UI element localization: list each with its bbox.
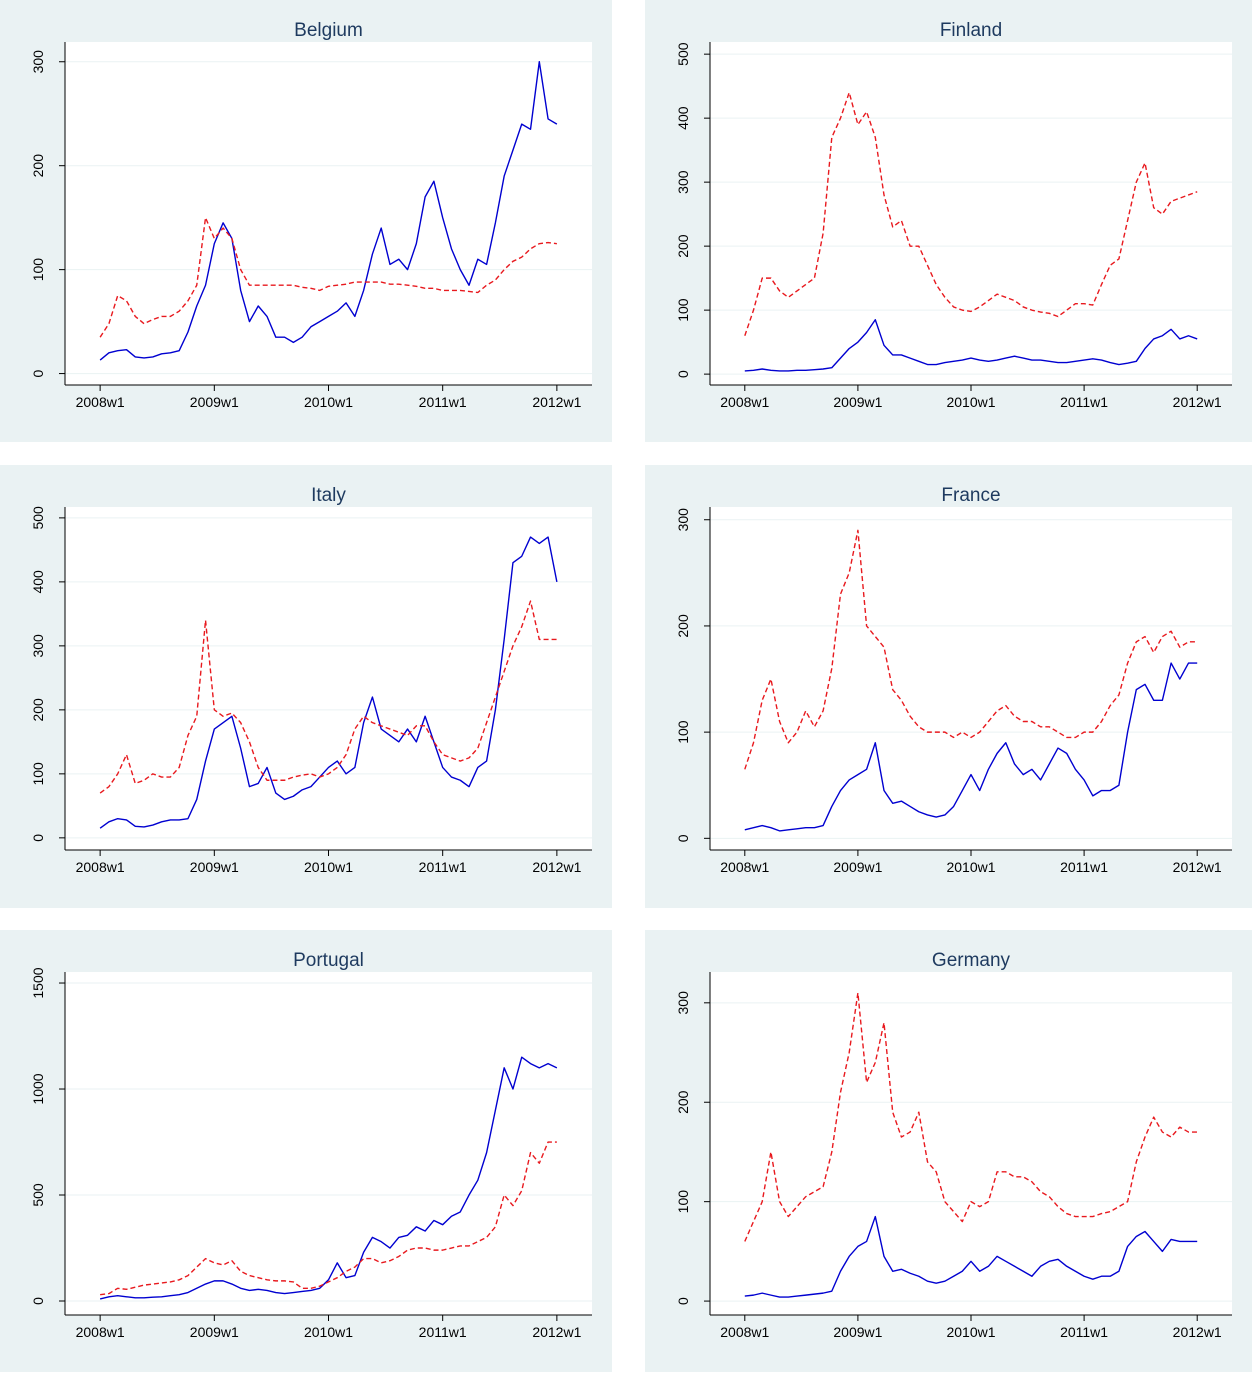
series-line: [744, 1215, 1198, 1298]
y-tick-label: 1500: [30, 967, 46, 998]
series-line: [99, 1056, 558, 1300]
x-tick-label: 2012w1: [532, 394, 581, 410]
series-line: [99, 61, 558, 361]
panel: Italy 0 100 200 300 400 500 2008w1 2009w1 2010w1 2…: [0, 465, 612, 908]
y-tick-label: 200: [675, 1090, 691, 1114]
x-tick-label: 2011w1: [419, 859, 467, 875]
x-tick-label: 2008w1: [720, 859, 769, 875]
x-tick-label: 2008w1: [76, 394, 125, 410]
x-tick-label: 2012w1: [1173, 1324, 1222, 1340]
series-line: [99, 600, 557, 794]
x-tick-label: 2009w1: [190, 1324, 239, 1340]
plot-background: [710, 972, 1232, 1315]
y-tick-label: 100: [30, 258, 46, 282]
x-tick-label: 2008w1: [720, 1324, 769, 1340]
y-tick-label: 0: [675, 834, 691, 842]
x-tick-label: 2012w1: [532, 1324, 581, 1340]
plot-background: [710, 42, 1232, 385]
x-tick-label: 2008w1: [76, 859, 125, 875]
x-tick-label: 2012w1: [1173, 394, 1222, 410]
y-tick-label: 0: [30, 369, 46, 377]
series-line: [100, 1141, 557, 1296]
y-tick-label: 0: [675, 370, 691, 378]
chart-title: France: [941, 485, 1000, 506]
chart-title: Portugal: [293, 950, 364, 971]
x-tick-label: 2009w1: [833, 859, 882, 875]
x-tick-label: 2010w1: [304, 394, 353, 410]
y-tick-label: 0: [30, 834, 46, 842]
panel: Portugal 0 500 1000 1500 2008w1 2009w1 2010w1 20…: [0, 930, 612, 1372]
y-tick-label: 100: [30, 762, 46, 786]
y-tick-label: 100: [675, 720, 691, 744]
y-tick-label: 300: [675, 170, 691, 194]
y-tick-label: 200: [30, 154, 46, 178]
y-tick-label: 300: [675, 991, 691, 1015]
y-tick-label: 400: [30, 570, 46, 594]
x-tick-label: 2010w1: [946, 394, 995, 410]
plot-background: [65, 42, 592, 385]
panel: Germany 0 100 200 300 2008w1 2009w1 2010w1 2011w…: [645, 930, 1252, 1372]
panel: Belgium 0 100 200 300 2008w1 2009w1 2010w1 2011w…: [0, 0, 612, 442]
plot-background: [710, 507, 1232, 850]
y-tick-label: 300: [30, 50, 46, 74]
x-tick-label: 2010w1: [946, 859, 995, 875]
y-tick-label: 500: [30, 506, 46, 530]
x-tick-label: 2011w1: [419, 394, 467, 410]
chart-title: Finland: [940, 20, 1002, 41]
y-tick-label: 300: [30, 634, 46, 658]
series-line: [744, 662, 1198, 832]
plot-background: [65, 507, 592, 850]
y-tick-label: 0: [675, 1297, 691, 1305]
x-tick-label: 2009w1: [833, 1324, 882, 1340]
panel: Finland 0 100 200 300 400 500 2008w1 2009w1 2010w…: [645, 0, 1252, 442]
x-tick-label: 2011w1: [1060, 859, 1108, 875]
x-tick-label: 2011w1: [419, 1324, 467, 1340]
series-line: [744, 91, 1198, 336]
chart-title: Italy: [311, 485, 346, 506]
x-tick-label: 2011w1: [1060, 1324, 1108, 1340]
chart-title: Belgium: [294, 20, 363, 41]
x-tick-label: 2012w1: [1173, 859, 1222, 875]
panel: France 0 100 200 300 2008w1 2009w1 2010w1 2011w1…: [645, 465, 1252, 908]
series-line: [99, 216, 557, 338]
y-tick-label: 200: [30, 698, 46, 722]
chart-title: Germany: [932, 950, 1011, 971]
x-tick-label: 2009w1: [833, 394, 882, 410]
y-tick-label: 1000: [30, 1073, 46, 1104]
series-line: [744, 992, 1198, 1242]
y-tick-label: 100: [675, 1190, 691, 1214]
y-tick-label: 200: [675, 614, 691, 638]
series-line: [99, 536, 558, 829]
x-tick-label: 2011w1: [1060, 394, 1108, 410]
x-tick-label: 2009w1: [190, 394, 239, 410]
x-tick-label: 2010w1: [304, 859, 353, 875]
series-line: [744, 529, 1198, 770]
x-tick-label: 2012w1: [532, 859, 581, 875]
y-tick-label: 200: [675, 234, 691, 258]
x-tick-label: 2009w1: [190, 859, 239, 875]
x-tick-label: 2010w1: [946, 1324, 995, 1340]
y-tick-label: 0: [30, 1297, 46, 1305]
y-tick-label: 500: [675, 42, 691, 66]
plot-background: [65, 972, 592, 1315]
y-tick-label: 500: [30, 1183, 46, 1207]
y-tick-label: 400: [675, 106, 691, 130]
series-line: [744, 319, 1198, 372]
y-tick-label: 300: [675, 508, 691, 532]
y-tick-label: 100: [675, 298, 691, 322]
x-tick-label: 2008w1: [720, 394, 769, 410]
x-tick-label: 2010w1: [304, 1324, 353, 1340]
x-tick-label: 2008w1: [76, 1324, 125, 1340]
